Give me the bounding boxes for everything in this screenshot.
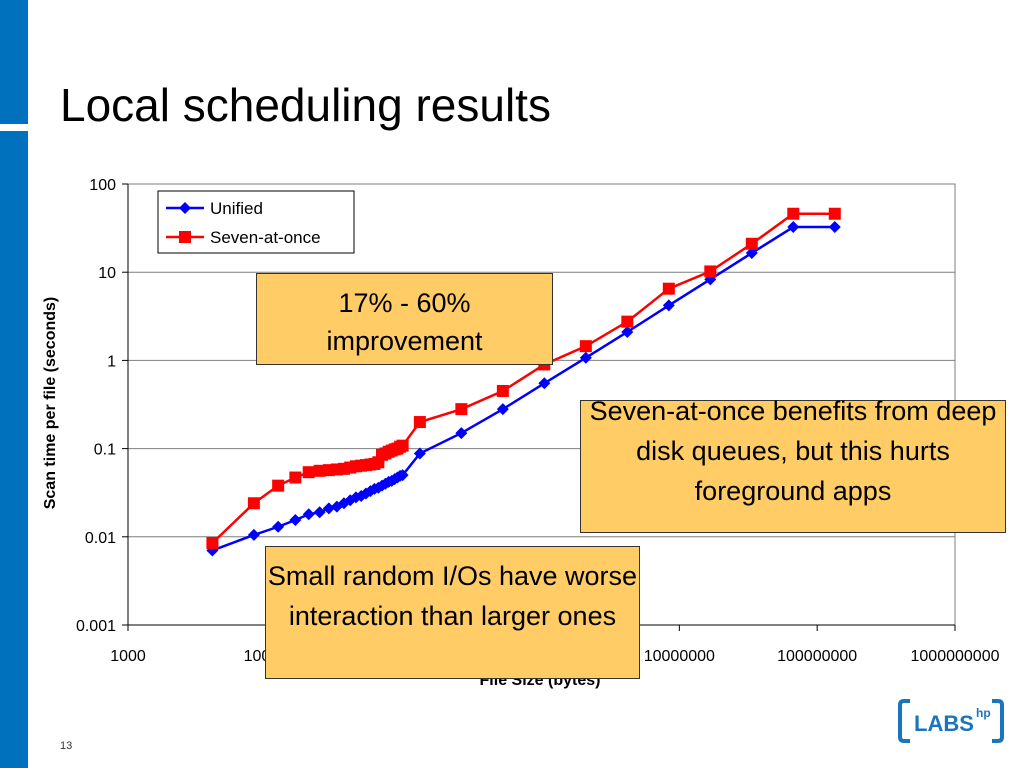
data-point-unified xyxy=(662,299,675,312)
y-tick-label: 0.01 xyxy=(85,530,116,547)
slide-number: 13 xyxy=(60,740,73,752)
data-point-unified xyxy=(787,221,800,234)
logo-labs-text: LABS xyxy=(914,711,974,736)
data-point-seven-at-once xyxy=(787,207,800,220)
callout-deep-queues: Seven-at-once benefits from deep disk qu… xyxy=(580,396,1006,533)
y-tick-label: 100 xyxy=(89,177,116,194)
data-point-seven-at-once xyxy=(662,282,675,295)
data-point-unified xyxy=(413,447,426,460)
data-point-seven-at-once xyxy=(745,237,758,250)
data-point-seven-at-once xyxy=(579,340,592,353)
legend-marker-seven-at-once xyxy=(179,231,191,243)
data-point-unified xyxy=(302,508,315,521)
data-point-unified xyxy=(322,502,335,515)
data-point-seven-at-once xyxy=(621,315,634,328)
y-axis-title-text: Scan time per file (seconds) xyxy=(42,296,59,510)
y-tick-label: 0.001 xyxy=(76,618,116,635)
data-point-unified xyxy=(621,325,634,338)
logo-hp-text: hp xyxy=(976,706,991,720)
data-point-unified xyxy=(455,427,468,440)
data-point-unified xyxy=(247,528,260,541)
hp-labs-logo: LABS hp xyxy=(898,699,1004,743)
legend-label-unified: Unified xyxy=(210,199,263,218)
title-divider xyxy=(0,126,28,129)
legend-label-seven-at-once: Seven-at-once xyxy=(210,228,321,247)
y-tick-label: 1 xyxy=(107,353,116,370)
data-point-seven-at-once xyxy=(396,439,409,452)
data-point-seven-at-once xyxy=(413,416,426,429)
data-point-unified xyxy=(538,377,551,390)
data-point-seven-at-once xyxy=(313,464,326,477)
accent-bar-top xyxy=(0,0,28,124)
data-point-unified xyxy=(745,247,758,260)
data-point-unified xyxy=(289,514,302,527)
data-point-seven-at-once xyxy=(496,384,509,397)
data-point-seven-at-once xyxy=(455,403,468,416)
data-point-seven-at-once xyxy=(247,497,260,510)
y-tick-label: 0.1 xyxy=(94,442,116,459)
x-tick-label: 100000000 xyxy=(777,648,857,665)
y-tick-label: 10 xyxy=(98,265,116,282)
data-point-seven-at-once xyxy=(206,537,219,550)
slide-title: Local scheduling results xyxy=(60,79,551,131)
data-point-unified xyxy=(496,403,509,416)
data-point-unified xyxy=(828,221,841,234)
accent-bar-bottom xyxy=(0,131,28,768)
data-point-unified xyxy=(396,469,409,482)
x-tick-label: 1000000000 xyxy=(911,648,1000,665)
data-point-unified xyxy=(313,506,326,519)
chart-legend: Unified Seven-at-once xyxy=(157,190,355,254)
callout-improvement: 17% - 60% improvement xyxy=(256,273,553,365)
data-point-unified xyxy=(272,520,285,533)
data-point-seven-at-once xyxy=(289,471,302,484)
data-point-unified xyxy=(579,351,592,364)
data-point-seven-at-once xyxy=(302,466,315,479)
data-point-seven-at-once xyxy=(272,479,285,492)
data-point-seven-at-once xyxy=(828,207,841,220)
legend-marker-unified xyxy=(179,202,191,214)
callout-small-io: Small random I/Os have worse interaction… xyxy=(265,546,640,679)
x-tick-label: 1000 xyxy=(110,648,146,665)
callout-deep-queues-text: Seven-at-once benefits from deep disk qu… xyxy=(589,396,997,506)
data-point-seven-at-once xyxy=(704,265,717,278)
x-tick-label: 10000000 xyxy=(644,648,715,665)
